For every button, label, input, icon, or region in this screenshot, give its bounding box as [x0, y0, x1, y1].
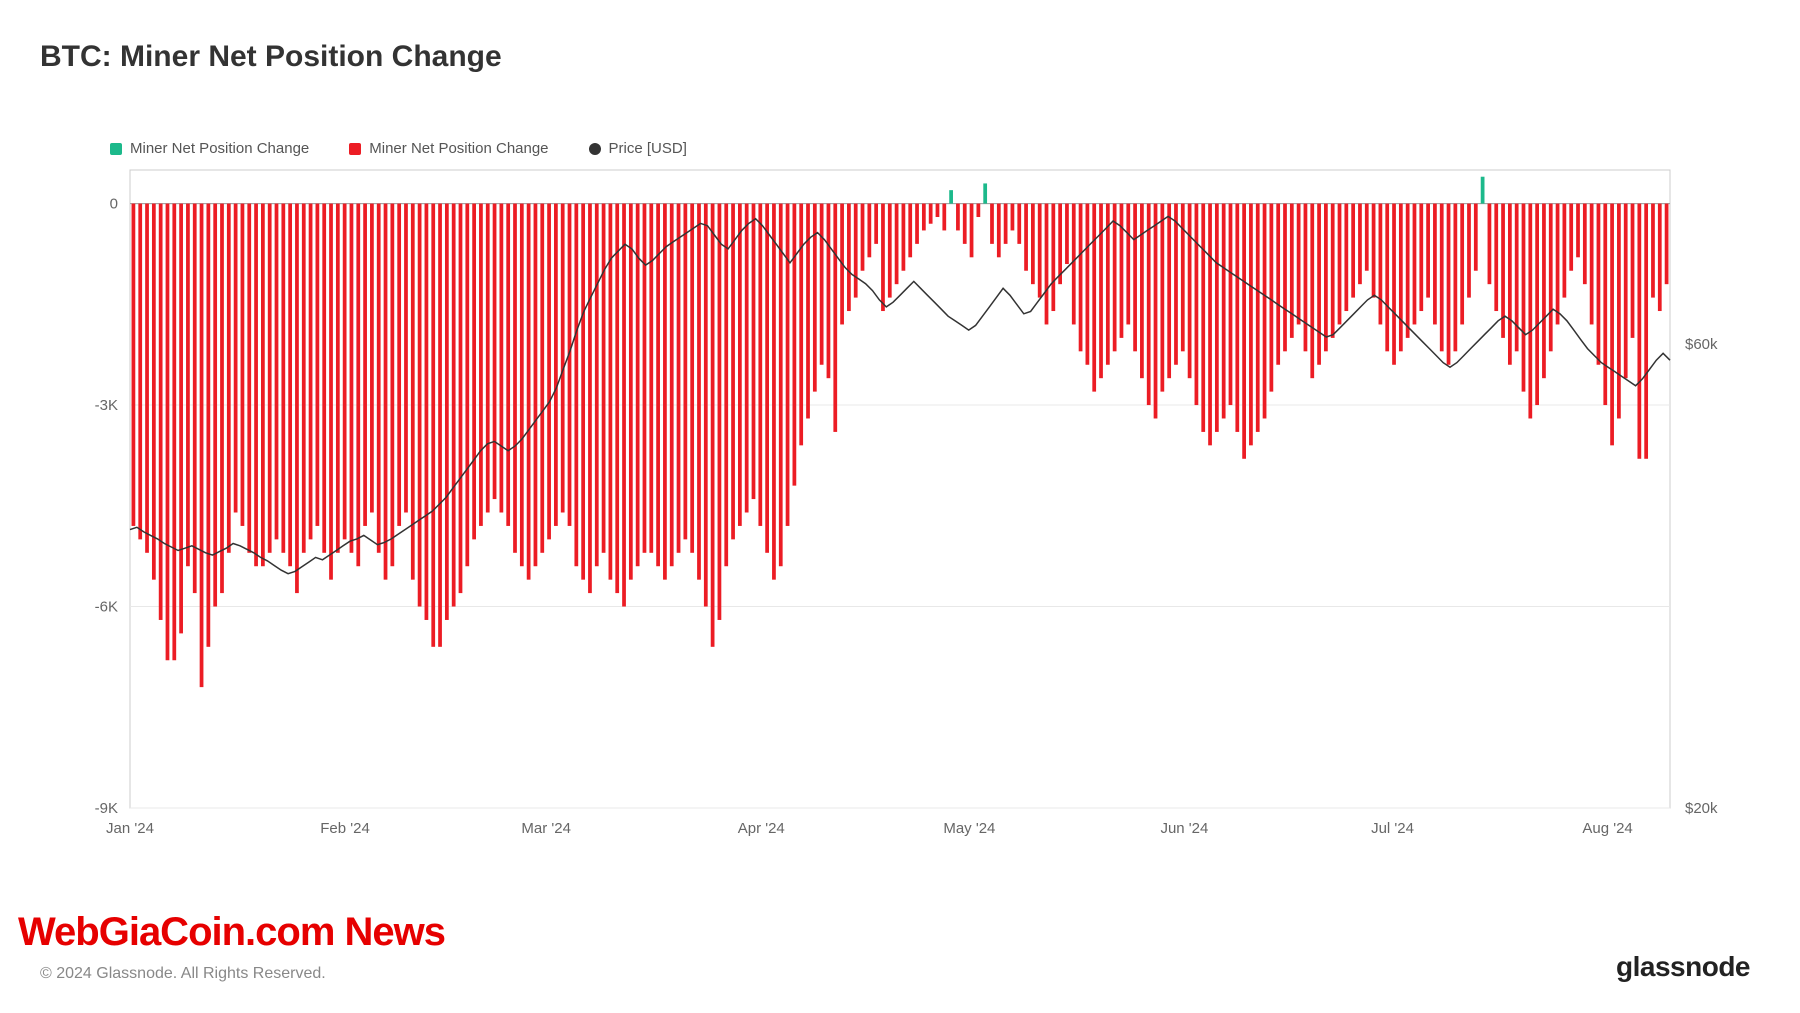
brand-logo: glassnode [1616, 951, 1750, 983]
y-left-tick-label: -3K [95, 397, 118, 414]
legend-item[interactable]: Miner Net Position Change [110, 140, 309, 157]
x-tick-label: Apr '24 [738, 820, 785, 837]
legend-swatch [349, 143, 361, 155]
y-left-tick-label: 0 [110, 196, 118, 213]
x-tick-label: Aug '24 [1582, 820, 1632, 837]
x-tick-label: May '24 [943, 820, 995, 837]
chart-container: BTC: Miner Net Position Change Miner Net… [0, 0, 1800, 1013]
x-tick-label: Mar '24 [521, 820, 571, 837]
x-tick-label: Jul '24 [1371, 820, 1414, 837]
x-tick-label: Jun '24 [1160, 820, 1208, 837]
x-tick-label: Jan '24 [106, 820, 154, 837]
chart-area: -9K -6K -3K 0 $20k $60k Jan '24 Feb '24 Mar '24 A… [60, 160, 1740, 843]
legend-label: Miner Net Position Change [369, 140, 548, 157]
chart-title: BTC: Miner Net Position Change [40, 40, 1760, 74]
y-left-tick-label: -6K [95, 599, 118, 616]
chart-svg: -9K -6K -3K 0 $20k $60k Jan '24 Feb '24 Mar '24 A… [60, 160, 1740, 843]
x-tick-label: Feb '24 [320, 820, 370, 837]
y-left-tick-label: -9K [95, 800, 118, 817]
legend-swatch [110, 143, 122, 155]
legend-label: Price [USD] [609, 140, 687, 157]
y-right-tick-label: $20k [1685, 800, 1718, 817]
watermark-text: WebGiaCoin.com News [18, 910, 445, 955]
legend-item[interactable]: Miner Net Position Change [349, 140, 548, 157]
y-right-tick-label: $60k [1685, 336, 1718, 353]
legend-label: Miner Net Position Change [130, 140, 309, 157]
chart-legend: Miner Net Position Change Miner Net Posit… [110, 140, 687, 157]
legend-swatch [589, 143, 601, 155]
copyright-text: © 2024 Glassnode. All Rights Reserved. [40, 965, 326, 983]
legend-item[interactable]: Price [USD] [589, 140, 687, 157]
